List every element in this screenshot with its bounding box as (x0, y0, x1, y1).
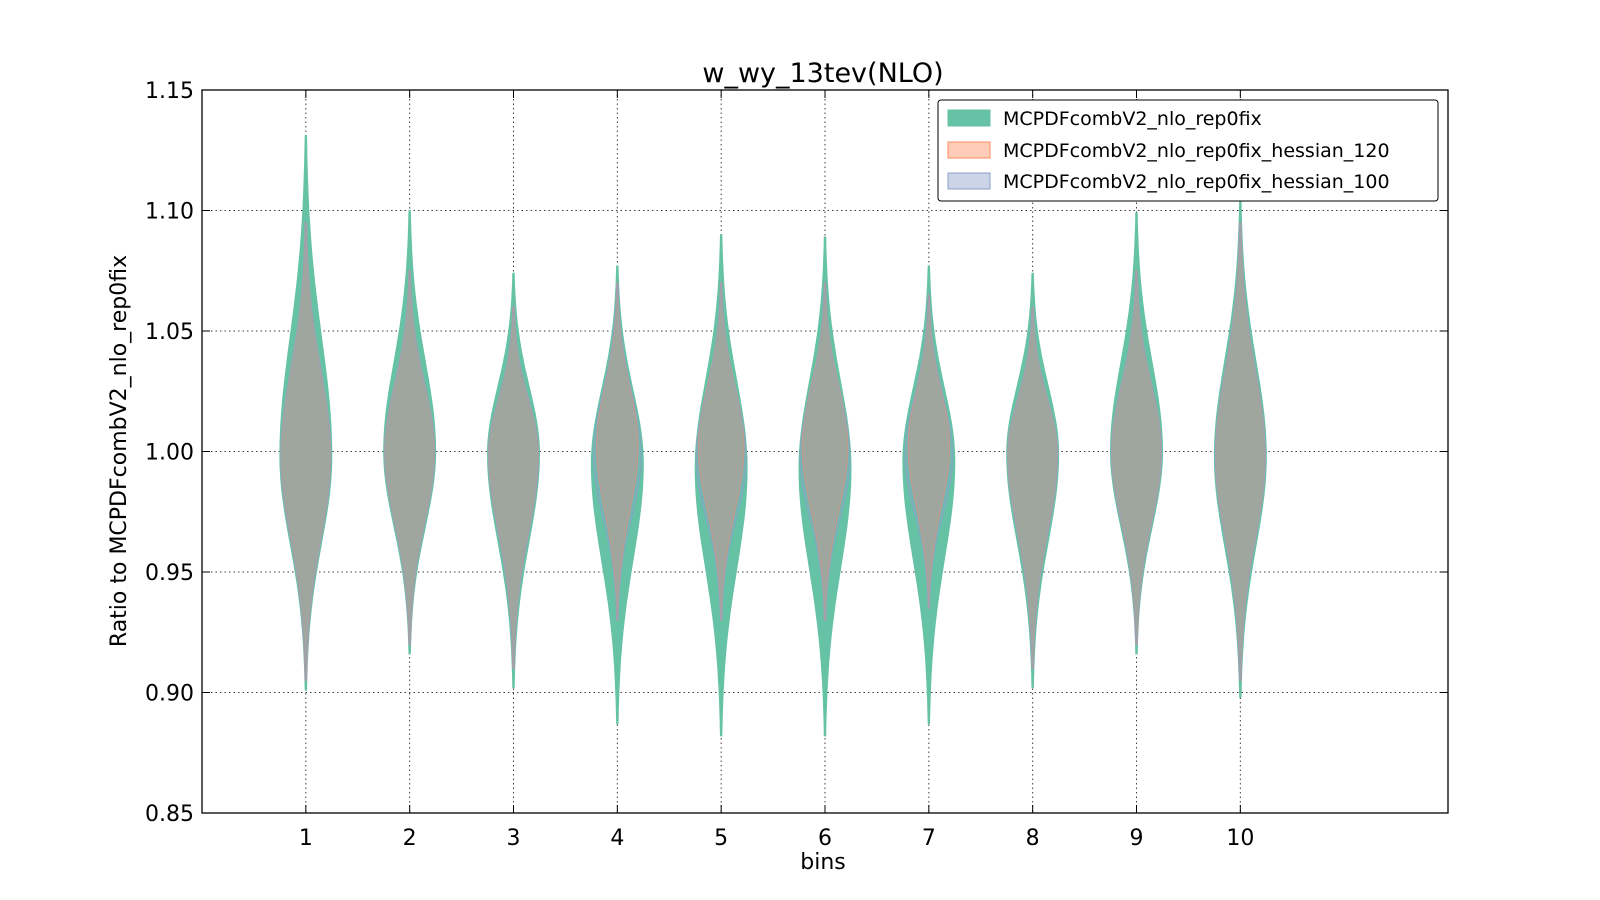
y-tick-label: 0.90 (145, 682, 194, 707)
x-tick-label: 6 (818, 826, 832, 851)
y-tick-label: 0.85 (145, 802, 194, 827)
legend-box (937, 99, 1439, 202)
violin-series-3-bin-8 (1007, 306, 1059, 669)
x-tick-label: 1 (299, 826, 313, 851)
violin-series-3-bin-9 (1111, 270, 1162, 645)
violin-series-3-bin-2 (384, 270, 436, 645)
violin-series-3-bin-6 (799, 282, 851, 621)
x-axis-ticks: 1 2 3 4 5 6 7 8 9 10 (299, 90, 1254, 851)
x-tick-label: 2 (403, 826, 417, 851)
y-tick-label: 1.15 (145, 79, 194, 104)
legend-label-series-2: MCPDFcombV2_nlo_rep0fix_hessian_120 (1003, 140, 1390, 162)
legend-swatch-series-1 (947, 109, 991, 127)
violin-series-1-bin-8 (1006, 272, 1060, 689)
violin-series-1-bin-4 (590, 265, 644, 725)
violin-series-1-bin-6 (798, 236, 852, 737)
x-tick-label: 8 (1026, 826, 1040, 851)
violin-series-3-bin-3 (488, 306, 539, 669)
violin-series-1-bin-2 (383, 210, 437, 655)
y-tick-label: 1.00 (145, 441, 194, 466)
violin-series-1-bin-10 (1213, 200, 1267, 698)
violin-series-3-bin-5 (695, 282, 747, 621)
y-axis-ticks: 0.85 0.90 0.95 1.00 1.05 1.10 1.15 (145, 79, 1448, 827)
violin-series-3-bin-10 (1214, 222, 1266, 681)
x-tick-label: 3 (507, 826, 521, 851)
legend-label-series-3: MCPDFcombV2_nlo_rep0fix_hessian_100 (1003, 171, 1390, 193)
violin-series-1-bin-9 (1109, 212, 1164, 655)
violin-series-3-bin-4 (593, 282, 642, 621)
chart-title: w_wy_13tev(NLO) (702, 58, 943, 89)
y-tick-label: 1.10 (145, 200, 194, 225)
violin-series-1-bin-5 (694, 234, 748, 737)
legend-swatch-series-3 (947, 172, 991, 190)
x-tick-label: 10 (1226, 826, 1254, 851)
x-tick-label: 4 (610, 826, 624, 851)
x-tick-label: 9 (1130, 826, 1144, 851)
violin-layer (279, 135, 1267, 737)
legend-swatch-series-2 (947, 141, 991, 159)
violin-series-1-bin-3 (486, 272, 541, 689)
x-tick-label: 7 (922, 826, 936, 851)
y-tick-label: 0.95 (145, 561, 194, 586)
x-tick-label: 5 (714, 826, 728, 851)
violin-series-3-bin-7 (904, 294, 954, 609)
violin-series-3-bin-1 (280, 222, 332, 681)
violin-series-1-bin-7 (902, 265, 956, 725)
x-axis-label: bins (800, 850, 845, 875)
y-tick-label: 1.05 (145, 320, 194, 345)
y-axis-label: Ratio to MCPDFcombV2_nlo_rep0fix (107, 255, 132, 647)
legend-label-series-1: MCPDFcombV2_nlo_rep0fix (1003, 108, 1262, 130)
violin-series-3 (280, 222, 1266, 681)
legend: MCPDFcombV2_nlo_rep0fix MCPDFcombV2_nlo_… (937, 99, 1439, 202)
